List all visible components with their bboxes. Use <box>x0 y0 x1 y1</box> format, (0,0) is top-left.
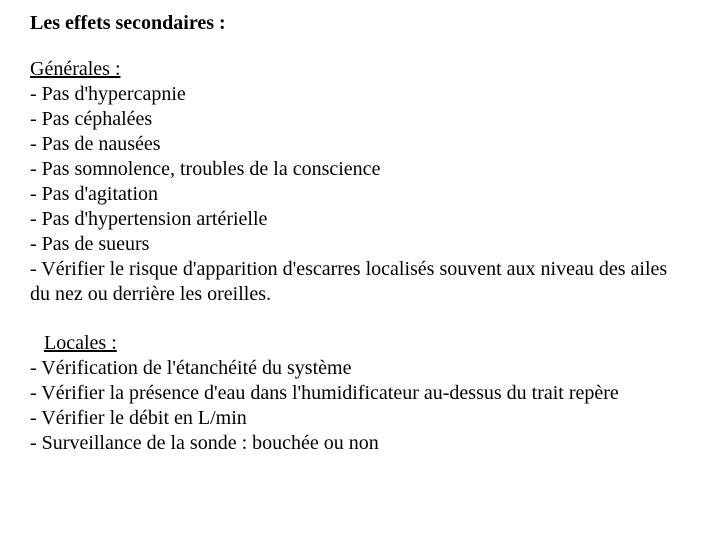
list-item: - Pas d'hypercapnie <box>30 82 690 107</box>
section-heading-locales: Locales : <box>44 332 117 354</box>
document-page: Les effets secondaires : Générales : - P… <box>0 0 720 456</box>
list-item: - Vérification de l'étanchéité du systèm… <box>30 356 690 381</box>
list-item: - Vérifier la présence d'eau dans l'humi… <box>30 381 690 406</box>
section-generales: Générales : - Pas d'hypercapnie - Pas cé… <box>30 57 690 307</box>
list-item: - Pas d'hypertension artérielle <box>30 207 690 232</box>
section-heading-generales: Générales : <box>30 58 121 80</box>
list-item: - Pas somnolence, troubles de la conscie… <box>30 157 690 182</box>
list-item: - Surveillance de la sonde : bouchée ou … <box>30 431 690 456</box>
list-item: - Vérifier le débit en L/min <box>30 406 690 431</box>
section-locales: Locales : - Vérification de l'étanchéité… <box>30 331 690 456</box>
list-item: - Vérifier le risque d'apparition d'esca… <box>30 257 690 307</box>
page-title: Les effets secondaires : <box>30 12 690 35</box>
list-item: - Pas de sueurs <box>30 232 690 257</box>
list-item: - Pas de nausées <box>30 132 690 157</box>
list-item: - Pas céphalées <box>30 107 690 132</box>
list-item: - Pas d'agitation <box>30 182 690 207</box>
